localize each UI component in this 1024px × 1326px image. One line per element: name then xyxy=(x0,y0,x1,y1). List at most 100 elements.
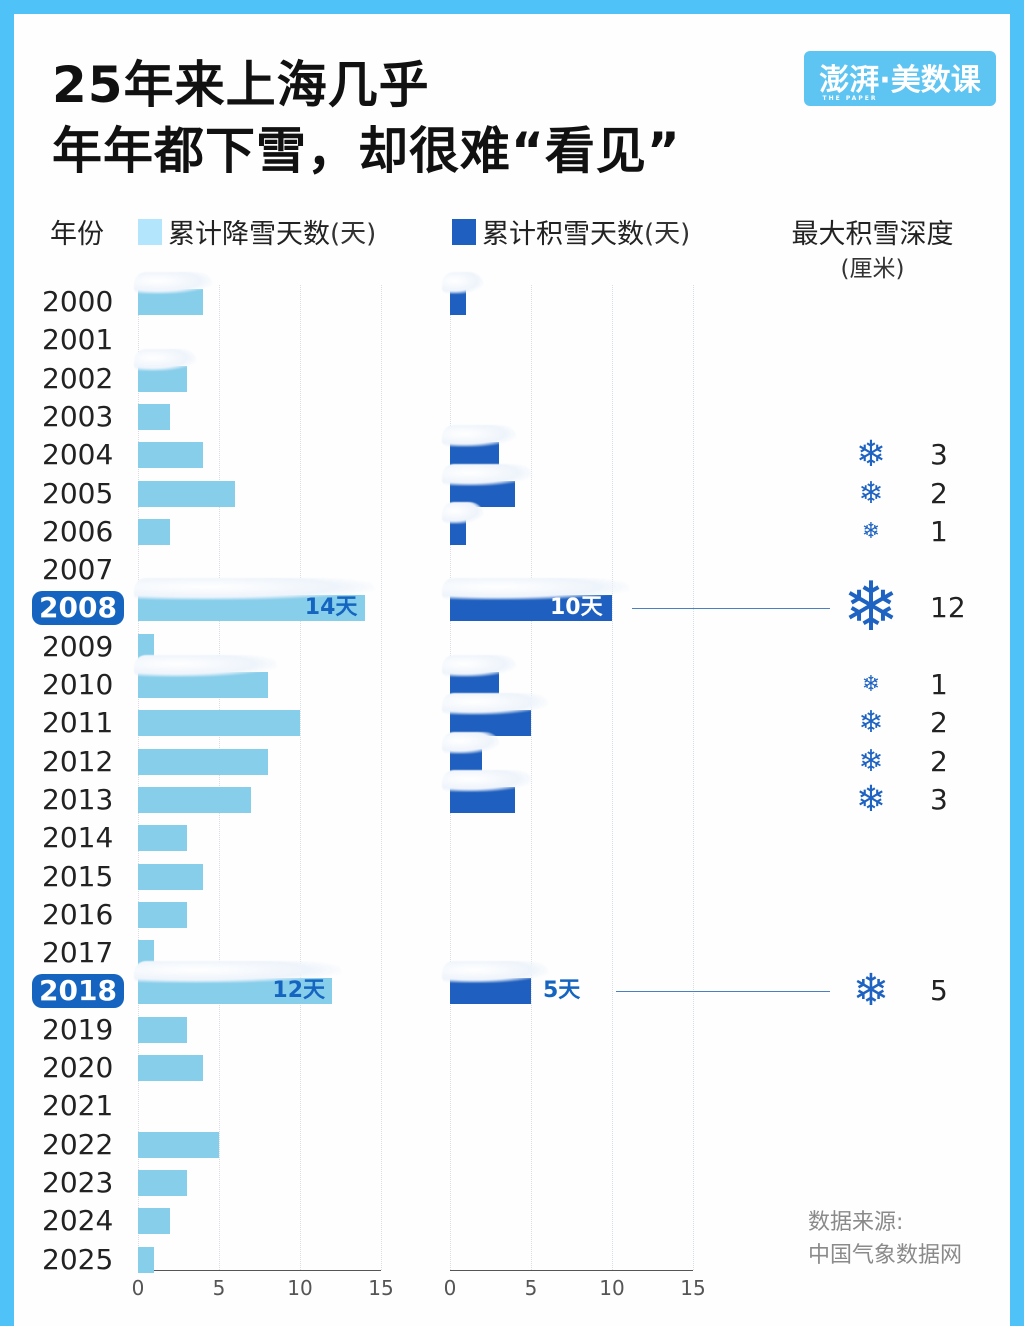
snowfall-bar xyxy=(138,1131,219,1158)
leader-line xyxy=(616,991,830,993)
x-tick-label: 5 xyxy=(212,1276,226,1300)
year-label: 2016 xyxy=(42,897,114,931)
snowfall-bar xyxy=(138,518,171,545)
legend-swatch-snowfall xyxy=(138,218,162,245)
year-label: 2021 xyxy=(42,1089,114,1123)
year-label: 2000 xyxy=(42,285,114,318)
year-label: 2013 xyxy=(42,782,114,816)
snow-cap-decoration xyxy=(442,578,630,601)
snowfall-bar xyxy=(138,748,268,775)
gridline xyxy=(219,285,220,1270)
max-depth-value: 2 xyxy=(930,706,948,740)
snowfall-bar xyxy=(138,442,203,469)
year-label: 2009 xyxy=(42,629,114,663)
legend-snowfall: 累计降雪天数 (天) xyxy=(138,212,376,251)
x-tick-label: 10 xyxy=(287,1276,313,1300)
snow-cap-decoration xyxy=(442,769,533,792)
snowflake-icon: ❄ xyxy=(861,518,881,544)
publisher-logo: 澎湃·美数课 THE PAPER xyxy=(804,51,996,106)
snowfall-bar xyxy=(138,825,187,852)
title-line-2: 年年都下雪，却很难“看见” xyxy=(52,122,681,180)
year-header-label: 年份 xyxy=(50,219,104,250)
snowfall-bar xyxy=(138,863,203,890)
year-label: 2025 xyxy=(42,1242,114,1276)
snowfall-bar xyxy=(138,710,300,737)
year-label: 2006 xyxy=(42,514,114,548)
x-tick-label: 15 xyxy=(368,1276,394,1300)
x-tick-label: 0 xyxy=(443,1276,457,1300)
snow-cap-decoration xyxy=(134,348,197,371)
year-label: 2023 xyxy=(42,1165,114,1199)
year-label: 2002 xyxy=(42,361,114,395)
year-label: 2010 xyxy=(42,668,114,701)
max-depth-value: 3 xyxy=(930,782,948,816)
max-depth-value: 12 xyxy=(930,591,966,625)
snow-cap-decoration xyxy=(442,272,485,294)
year-label: 2024 xyxy=(42,1204,114,1238)
snowflake-icon: ❄ xyxy=(855,778,887,820)
max-depth-value: 3 xyxy=(930,438,948,472)
depth-header-label: 最大积雪深度 xyxy=(791,219,954,250)
year-label: 2012 xyxy=(42,744,114,778)
x-tick-label: 5 xyxy=(524,1276,538,1300)
gridline xyxy=(612,285,613,1270)
x-axis-snowfall xyxy=(138,1270,381,1271)
snowfall-bar xyxy=(138,901,187,928)
data-source: 数据来源: 中国气象数据网 xyxy=(808,1206,962,1272)
depth-header-unit: (厘米) xyxy=(840,256,905,282)
snowfall-bar xyxy=(138,403,171,430)
max-depth-value: 1 xyxy=(930,514,948,548)
cover-value-label: 10天 xyxy=(550,595,603,621)
year-label: 2011 xyxy=(42,706,114,740)
legend-snowfall-unit: (天) xyxy=(330,219,377,249)
x-tick-label: 10 xyxy=(599,1276,625,1300)
snowfall-value-label: 12天 xyxy=(272,978,326,1004)
snowflake-icon: ❄ xyxy=(842,568,900,648)
snowflake-icon: ❄ xyxy=(852,965,890,1017)
snowfall-value-label: 14天 xyxy=(304,595,358,621)
source-label: 数据来源: xyxy=(808,1210,904,1235)
year-label: 2007 xyxy=(42,553,114,587)
year-label: 2020 xyxy=(42,1051,114,1084)
x-axis-cover xyxy=(450,1270,693,1271)
depth-column-header: 最大积雪深度 (厘米) xyxy=(780,212,965,283)
gridline xyxy=(138,285,139,1270)
year-label: 2014 xyxy=(42,821,114,855)
max-depth-value: 2 xyxy=(930,476,948,510)
snowflake-icon: ❄ xyxy=(858,475,884,511)
snowfall-bar xyxy=(138,480,236,507)
snow-cap-decoration xyxy=(442,731,501,754)
snowflake-icon: ❄ xyxy=(858,705,884,741)
snowflake-icon: ❄ xyxy=(855,434,887,476)
year-label: 2015 xyxy=(42,859,114,893)
logo-subtext: THE PAPER xyxy=(822,95,878,102)
year-label: 2004 xyxy=(42,438,114,472)
year-label: 2017 xyxy=(42,936,114,970)
x-tick-label: 15 xyxy=(680,1276,706,1300)
legend-cover-unit: (天) xyxy=(644,219,691,249)
snowflake-icon: ❄ xyxy=(858,743,884,779)
year-label: 2003 xyxy=(42,399,114,433)
snowflake-icon: ❄ xyxy=(861,672,881,697)
snow-cap-decoration xyxy=(442,463,533,486)
snow-cap-decoration xyxy=(442,655,517,677)
x-tick-label: 0 xyxy=(131,1276,145,1300)
legend-snowfall-label: 累计降雪天数 xyxy=(168,219,330,250)
max-depth-value: 1 xyxy=(930,668,948,701)
year-label: 2019 xyxy=(42,1012,114,1046)
max-depth-value: 2 xyxy=(930,744,948,778)
cover-bar xyxy=(450,289,467,315)
year-label: 2005 xyxy=(42,476,114,510)
page-title: 25年来上海几乎 年年都下雪，却很难“看见” xyxy=(52,52,681,184)
snow-cap-decoration xyxy=(442,425,517,448)
snowfall-bar xyxy=(138,1055,203,1081)
snow-cap-decoration xyxy=(134,655,278,677)
cover-value-label: 5天 xyxy=(543,978,581,1004)
gridline xyxy=(693,285,694,1270)
snow-cap-decoration xyxy=(134,272,213,294)
snowfall-bar xyxy=(138,1016,187,1043)
year-label: 2008 xyxy=(32,591,124,626)
snowfall-bar xyxy=(138,1246,155,1273)
title-line-1: 25年来上海几乎 xyxy=(52,56,430,114)
leader-line xyxy=(632,608,830,610)
